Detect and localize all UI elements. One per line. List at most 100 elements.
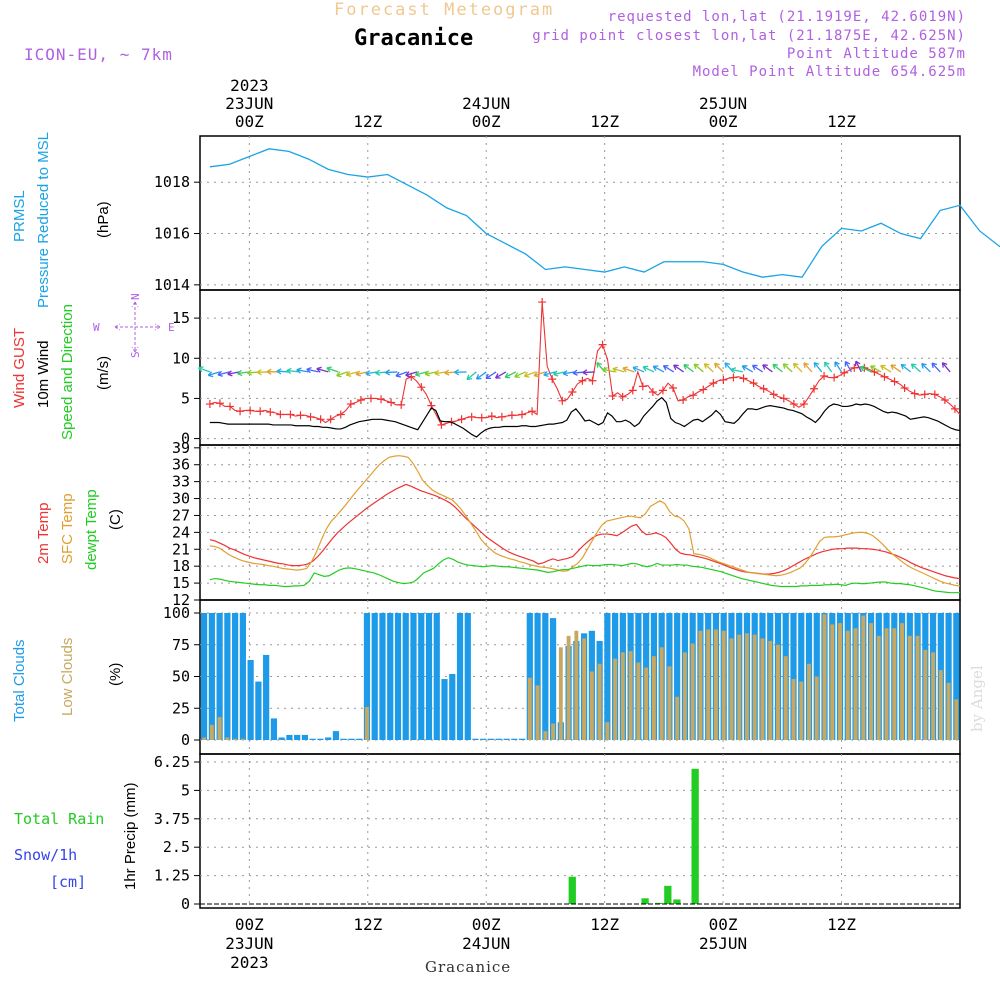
gust-marker <box>598 340 607 349</box>
low-cloud-bar <box>768 640 773 740</box>
low-cloud-bar <box>923 649 928 740</box>
gust-marker <box>366 394 375 403</box>
wind-arrow <box>514 371 526 378</box>
wind-arrow-head <box>553 370 559 377</box>
wind-arrow-head <box>276 368 282 375</box>
ytick-label-clouds: 75 <box>172 636 190 654</box>
top-time-label: 24JUN <box>462 94 510 113</box>
precip-ylabel: 1hr Precip (mm) <box>122 782 139 890</box>
wind-arrow-head <box>622 366 628 373</box>
gust-marker <box>296 411 305 420</box>
low-cloud-bar <box>838 623 842 740</box>
wind-arrow-head <box>762 364 768 370</box>
low-cloud-bar <box>861 615 866 740</box>
gust-marker <box>518 410 527 419</box>
wind-arrow <box>476 371 487 380</box>
wind-arrow-head <box>495 373 501 379</box>
wind-arrow-head <box>741 365 748 371</box>
gust-marker <box>679 396 688 405</box>
pressure-line <box>209 148 1000 278</box>
wind-arrow-head <box>714 362 720 369</box>
total-cloud-bar <box>945 613 952 740</box>
low-cloud-bar <box>938 670 943 740</box>
wind-ylabel-wind: 10m Wind <box>35 340 52 408</box>
low-cloud-bar <box>915 635 920 740</box>
gust-marker <box>890 377 899 386</box>
wind-arrow-head <box>683 364 689 370</box>
wind-arrow-head <box>485 373 492 380</box>
ytick-label-wind: 15 <box>172 309 190 327</box>
total-cloud-bar <box>325 737 332 740</box>
low-cloud-bar <box>869 623 873 740</box>
top-time-label: 00Z <box>472 112 501 131</box>
total-cloud-bar <box>216 613 223 740</box>
wind-arrow-head <box>890 364 896 370</box>
gust-marker <box>608 392 617 401</box>
temp-line-2m-temp <box>209 483 961 580</box>
wind-arrow <box>395 371 408 377</box>
wind-arrow-head <box>941 362 948 368</box>
chart-title: Gracanice <box>354 26 474 51</box>
low-cloud-bar <box>217 717 222 740</box>
wind-arrow <box>563 371 576 375</box>
top-time-label: 00Z <box>235 112 264 131</box>
gust-marker <box>618 392 627 401</box>
low-cloud-bar <box>822 614 827 740</box>
pressure-ylabel-short: PRMSL <box>11 190 28 242</box>
total-cloud-bar <box>953 613 960 740</box>
wind-arrow <box>355 371 368 376</box>
low-cloud-bar <box>853 628 858 740</box>
gust-marker <box>628 386 637 395</box>
total-cloud-bar <box>487 738 495 740</box>
wind-arrow-head <box>642 365 649 372</box>
gust-marker <box>648 387 657 396</box>
gust-marker <box>266 408 275 417</box>
wind-arrow <box>208 371 220 377</box>
total-cloud-bar <box>394 613 402 740</box>
gust-marker <box>326 415 335 424</box>
wind-arrow <box>602 368 615 373</box>
low-cloud-bar <box>667 666 672 740</box>
temp-line-dewpt-temp <box>209 557 960 594</box>
wind-arrow-head <box>336 371 342 378</box>
wind-arrow <box>415 371 428 376</box>
wind-arrow <box>941 362 951 373</box>
ytick-label-precipitation: 3.75 <box>154 810 190 828</box>
gust-marker <box>236 407 245 416</box>
rain-bar <box>641 898 649 904</box>
requested-coords: requested lon,lat (21.1919E, 42.6019N) <box>607 9 966 25</box>
wind-arrow <box>813 362 823 373</box>
top-time-label: 12Z <box>353 112 382 131</box>
wind-arrow <box>346 371 359 376</box>
gust-marker <box>215 399 224 408</box>
total-cloud-bar <box>798 613 805 740</box>
ytick-label-wind: 5 <box>181 389 190 407</box>
total-cloud-bar <box>464 613 471 740</box>
rain-bar <box>664 885 672 904</box>
rain-bar <box>673 899 681 904</box>
ytick-label-temperature: 18 <box>172 557 190 575</box>
wind-arrow <box>834 361 843 373</box>
wind-arrow-head <box>365 370 371 377</box>
wind-arrow <box>553 371 566 376</box>
gust-marker <box>930 390 939 399</box>
ytick-label-temperature: 15 <box>172 574 190 592</box>
low-cloud-bar <box>946 682 951 740</box>
top-time-label: 12Z <box>590 112 619 131</box>
low-cloud-bar <box>589 671 594 740</box>
total-cloud-bar <box>526 613 533 740</box>
wind-arrow <box>752 364 763 373</box>
gust-marker <box>387 398 396 407</box>
gust-marker <box>779 394 788 403</box>
wind-arrow <box>582 371 595 374</box>
gust-marker <box>356 396 365 405</box>
panel-frame-pressure <box>199 135 961 291</box>
wind-arrow-head <box>246 369 253 376</box>
total-cloud-bar <box>363 613 371 740</box>
low-cloud-bar <box>907 635 912 740</box>
footer-location: Gracanice <box>425 958 512 976</box>
panel-frame-precipitation <box>199 753 961 909</box>
wind-arrow-head <box>504 372 511 379</box>
gust-marker <box>467 412 476 421</box>
wind-arrow-head <box>792 362 799 369</box>
